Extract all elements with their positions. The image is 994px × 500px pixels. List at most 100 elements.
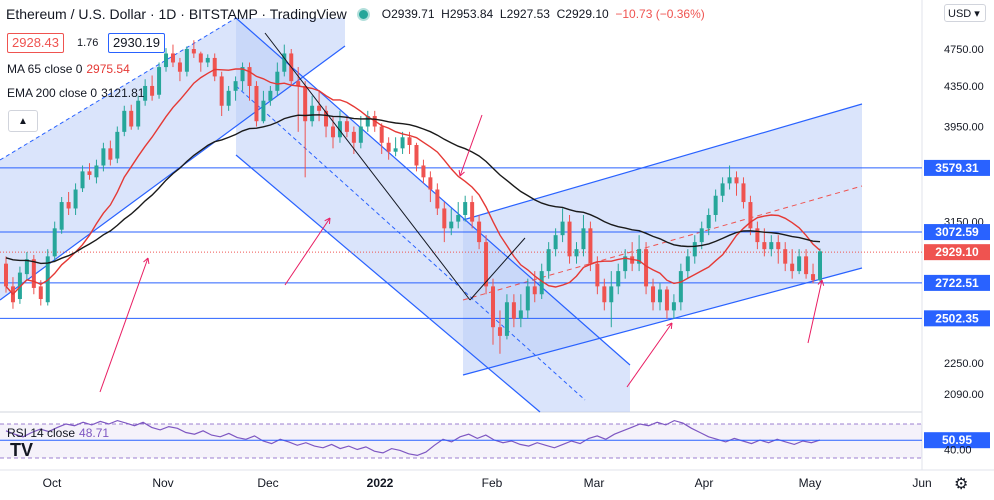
rsi-legend[interactable]: RSI 14 close 48.71 — [7, 426, 109, 440]
candle-103 — [720, 177, 725, 203]
candle-102 — [713, 189, 718, 222]
candle-body — [546, 249, 551, 272]
candle-body — [4, 263, 8, 287]
candle-body — [80, 171, 85, 189]
candle-36 — [254, 81, 259, 127]
candle-115 — [804, 249, 809, 279]
candle-body — [233, 81, 238, 91]
x-tick-label-6: Apr — [695, 476, 714, 490]
candle-body — [337, 121, 342, 138]
candle-40 — [282, 44, 287, 77]
candle-body — [66, 202, 71, 209]
buy-price-box[interactable]: 2930.19 — [108, 33, 165, 53]
candle-62 — [435, 183, 440, 215]
candle-10 — [73, 183, 78, 215]
candle-body — [644, 249, 649, 287]
candle-45 — [317, 90, 322, 122]
candle-body — [150, 85, 155, 96]
candle-body — [282, 53, 287, 72]
candle-106 — [741, 177, 746, 209]
candle-44 — [310, 95, 315, 127]
currency-label: USD — [948, 8, 972, 20]
candle-63 — [442, 202, 447, 243]
candle-34 — [240, 62, 245, 91]
ema-indicator-legend[interactable]: EMA 200 close 0 3121.81 — [7, 86, 144, 100]
ma-indicator-legend[interactable]: MA 65 close 0 2975.54 — [7, 62, 130, 76]
candle-body — [713, 195, 718, 215]
chevron-down-icon: ▾ — [974, 8, 980, 20]
ema-label: EMA 200 close 0 — [7, 86, 98, 100]
candle-body — [393, 148, 398, 152]
candle-114 — [797, 249, 802, 275]
candle-body — [692, 242, 697, 257]
symbol-title[interactable]: Ethereum / U.S. Dollar · 1D · BITSTAMP ·… — [6, 6, 347, 22]
candle-body — [699, 228, 704, 243]
candle-92 — [644, 242, 649, 295]
level-label-2: 2929.10 — [935, 245, 979, 259]
candle-body — [539, 271, 544, 295]
ema-value: 3121.81 — [101, 86, 145, 100]
candle-13 — [94, 159, 99, 184]
candle-body — [428, 177, 433, 190]
candle-body — [351, 131, 356, 143]
candle-84 — [588, 221, 593, 272]
candle-3 — [24, 252, 29, 281]
candle-18 — [129, 104, 134, 130]
candle-body — [532, 286, 537, 295]
candle-body — [101, 148, 106, 166]
low-value: L2927.53 — [499, 7, 550, 21]
candle-body — [755, 228, 760, 243]
candle-100 — [699, 221, 704, 250]
tradingview-logo-icon[interactable]: TV — [10, 440, 34, 460]
candle-body — [177, 62, 182, 72]
candle-27 — [191, 40, 196, 58]
candle-7 — [52, 221, 57, 263]
candle-body — [553, 235, 558, 250]
gear-icon[interactable]: ⚙ — [954, 476, 969, 493]
candle-body — [157, 67, 162, 95]
candle-104 — [727, 165, 732, 190]
candle-30 — [212, 53, 217, 82]
candle-body — [504, 302, 509, 336]
candle-body — [595, 263, 600, 287]
candle-body — [671, 302, 676, 311]
close-value: C2929.10 — [556, 7, 609, 21]
sell-price-box[interactable]: 2928.43 — [7, 33, 64, 53]
rsi-line — [5, 419, 821, 457]
candle-80 — [560, 208, 565, 243]
candle-46 — [324, 105, 329, 138]
candle-105 — [734, 171, 739, 196]
buy-zone-arrow — [807, 279, 823, 344]
candle-body — [588, 228, 593, 264]
candle-body — [567, 221, 572, 257]
candle-72 — [504, 294, 509, 340]
candle-56 — [393, 137, 398, 157]
candle-89 — [623, 249, 628, 279]
ascending-channel-lower-line — [462, 267, 863, 376]
candle-11 — [80, 165, 85, 192]
candle-87 — [609, 271, 614, 328]
candle-101 — [706, 208, 711, 236]
collapse-legend-button[interactable]: ▲ — [8, 110, 38, 132]
candle-body — [358, 126, 363, 143]
candle-body — [497, 327, 502, 336]
rising-channel-mid-line — [0, 17, 237, 161]
candle-8 — [59, 196, 64, 234]
currency-select[interactable]: USD ▾ — [944, 4, 986, 22]
candle-43 — [303, 81, 308, 178]
candle-body — [678, 271, 683, 303]
ohlc-values: O2939.71 H2953.84 L2927.53 C2929.10 −10.… — [382, 7, 705, 21]
candle-23 — [164, 48, 169, 72]
candle-38 — [268, 85, 273, 106]
candle-82 — [574, 242, 579, 264]
candle-39 — [275, 62, 280, 96]
candle-52 — [365, 110, 370, 132]
candle-body — [129, 110, 134, 127]
rsi-value: 48.71 — [79, 426, 110, 440]
candle-body — [24, 259, 29, 275]
candle-body — [762, 242, 767, 250]
y-tick-label-5: 2090.00 — [944, 389, 984, 401]
candle-2 — [17, 266, 22, 304]
candle-73 — [511, 294, 516, 328]
